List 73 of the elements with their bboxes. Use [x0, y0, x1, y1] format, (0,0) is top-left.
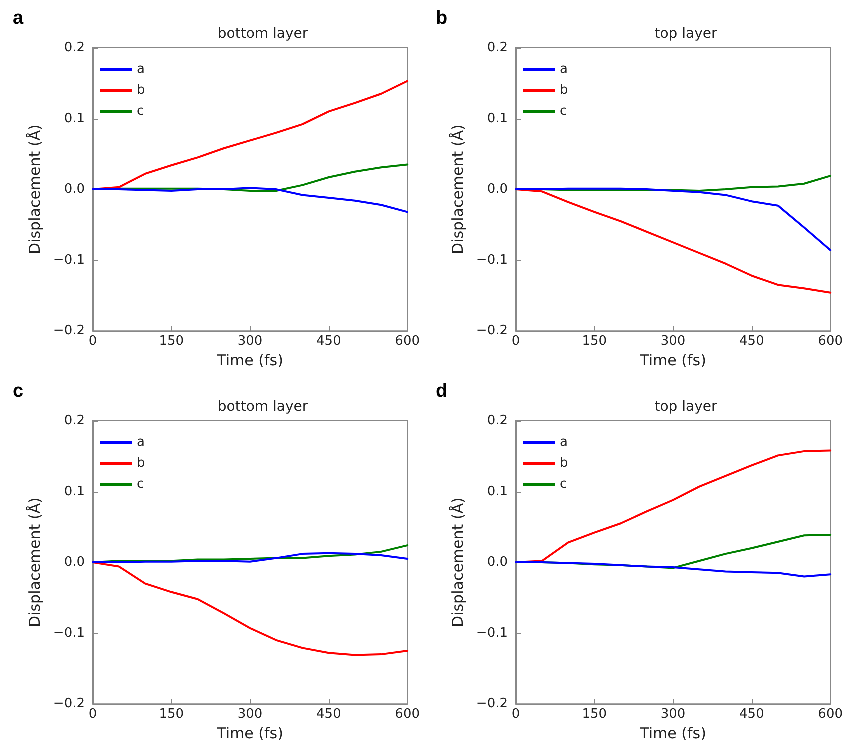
legend-label: b: [560, 83, 568, 98]
line-series: [92, 187, 409, 214]
y-tick-label: 0.0: [487, 555, 508, 570]
line-series: [515, 562, 832, 578]
text: b: [436, 8, 448, 29]
chart-title: bottom layer: [218, 399, 308, 415]
legend-label: c: [560, 477, 568, 492]
x-tick-label: 150: [582, 707, 608, 722]
legend-label: a: [560, 62, 568, 77]
y-tick-label: −0.2: [53, 324, 85, 339]
x-tick-label: 600: [818, 334, 844, 350]
x-tick-label: 450: [740, 707, 764, 722]
y-tick-label: −0.2: [476, 324, 508, 339]
x-tick-label: 0: [88, 334, 98, 350]
x-axis-title: Time (fs): [639, 352, 706, 370]
y-tick-label: −0.2: [53, 696, 85, 712]
x-axis-title: Time (fs): [216, 352, 284, 370]
y-axis-title: Displacement (Å): [449, 498, 468, 628]
chart-title: top layer: [654, 399, 718, 415]
x-tick-label: 450: [316, 707, 342, 722]
legend-label: b: [560, 456, 568, 471]
x-tick-label: 0: [512, 334, 520, 350]
text: d: [436, 381, 448, 402]
y-tick-label: 0.2: [487, 40, 508, 56]
y-tick-label: 0.0: [64, 555, 85, 570]
y-tick-label: 0.2: [64, 40, 85, 56]
x-tick-label: 600: [395, 334, 420, 350]
y-axis-title: Displacement (Å): [26, 498, 44, 628]
y-tick-label: 0.1: [487, 484, 508, 500]
legend-label: c: [137, 477, 144, 492]
legend-label: b: [137, 456, 146, 471]
y-tick-label: −0.1: [476, 626, 508, 641]
chart-title: bottom layer: [218, 26, 308, 42]
legend-label: a: [560, 435, 568, 450]
x-tick-label: 450: [740, 334, 764, 350]
legend-label: c: [137, 104, 144, 119]
x-tick-label: 300: [238, 334, 263, 350]
text: a: [13, 8, 24, 29]
legend-label: c: [560, 104, 568, 119]
x-tick-label: 150: [159, 707, 184, 722]
x-tick-label: 300: [660, 334, 686, 350]
x-tick-label: 0: [512, 707, 520, 722]
x-tick-label: 300: [660, 707, 686, 722]
x-tick-label: 300: [238, 707, 263, 722]
y-axis-title: Displacement (Å): [449, 124, 468, 254]
line-series: [515, 188, 832, 252]
y-tick-label: 0.2: [64, 414, 85, 428]
x-tick-label: 450: [316, 334, 342, 350]
y-tick-label: 0.1: [64, 484, 85, 500]
x-tick-label: 600: [818, 707, 844, 722]
x-tick-label: 0: [88, 707, 98, 722]
legend-label: b: [137, 83, 146, 98]
y-tick-label: 0.2: [487, 414, 508, 428]
x-axis-title: Time (fs): [639, 724, 706, 742]
y-tick-label: 0.1: [64, 111, 85, 126]
chart-title: top layer: [654, 26, 718, 42]
y-tick-label: 0.0: [487, 182, 508, 198]
x-tick-label: 600: [395, 707, 420, 722]
y-axis-title: Displacement (Å): [26, 124, 44, 254]
y-tick-label: 0.1: [487, 111, 508, 126]
y-tick-label: −0.2: [476, 696, 508, 712]
legend-label: a: [137, 62, 145, 77]
y-tick-label: −0.1: [53, 252, 85, 268]
text: c: [13, 381, 24, 402]
y-tick-label: −0.1: [53, 626, 85, 641]
x-axis-title: Time (fs): [216, 724, 284, 742]
legend-label: a: [137, 435, 145, 450]
line-series: [92, 562, 409, 656]
y-tick-label: 0.0: [64, 182, 85, 198]
x-tick-label: 150: [582, 334, 608, 350]
x-tick-label: 150: [159, 334, 184, 350]
line-series: [92, 552, 409, 564]
y-tick-label: −0.1: [476, 252, 508, 268]
